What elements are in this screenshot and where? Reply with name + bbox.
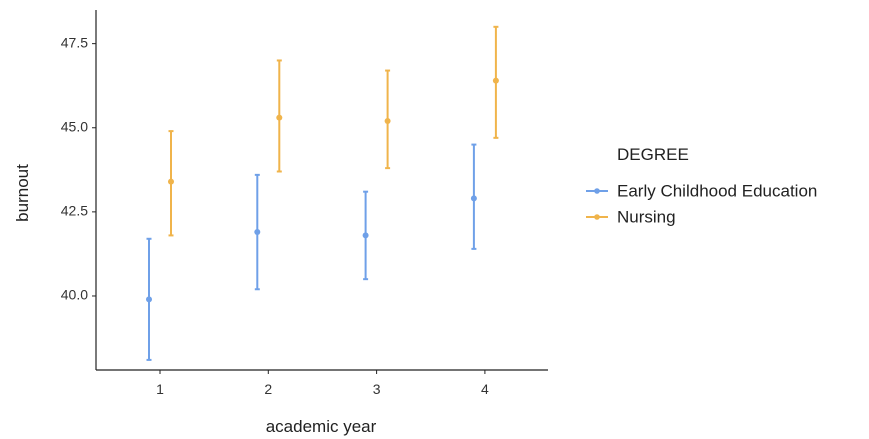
legend-key-point [594,188,600,194]
x-tick-label: 3 [373,381,381,397]
data-point [384,118,391,125]
legend-item-early-childhood-education: Early Childhood Education [586,181,817,200]
points [146,77,499,303]
y-tick-label: 45.0 [61,118,88,134]
legend-title: DEGREE [617,145,689,164]
y-axis-title: burnout [13,164,32,222]
data-point [470,195,477,202]
x-tick-label: 4 [481,381,489,397]
legend-item-nursing: Nursing [586,207,676,226]
y-tick-label: 47.5 [61,34,88,50]
y-tick-label: 40.0 [61,287,88,303]
data-point [276,114,283,121]
data-point [362,232,369,239]
legend: DEGREE Early Childhood Education Nursing [586,145,817,226]
data-point [254,229,261,236]
legend-label: Nursing [617,207,676,226]
data-point [168,178,174,185]
x-tick-label: 2 [264,381,272,397]
legend-key-point [594,214,600,220]
data-point [146,296,152,303]
x-ticks: 1 2 3 4 [156,370,489,397]
legend-label: Early Childhood Education [617,181,817,200]
x-tick-label: 1 [156,381,164,397]
y-ticks: 40.0 42.5 45.0 47.5 [61,34,96,303]
error-bars [146,25,499,361]
axes [95,10,548,371]
y-tick-label: 42.5 [61,203,88,219]
data-point [492,77,499,84]
x-axis-title: academic year [266,417,377,436]
